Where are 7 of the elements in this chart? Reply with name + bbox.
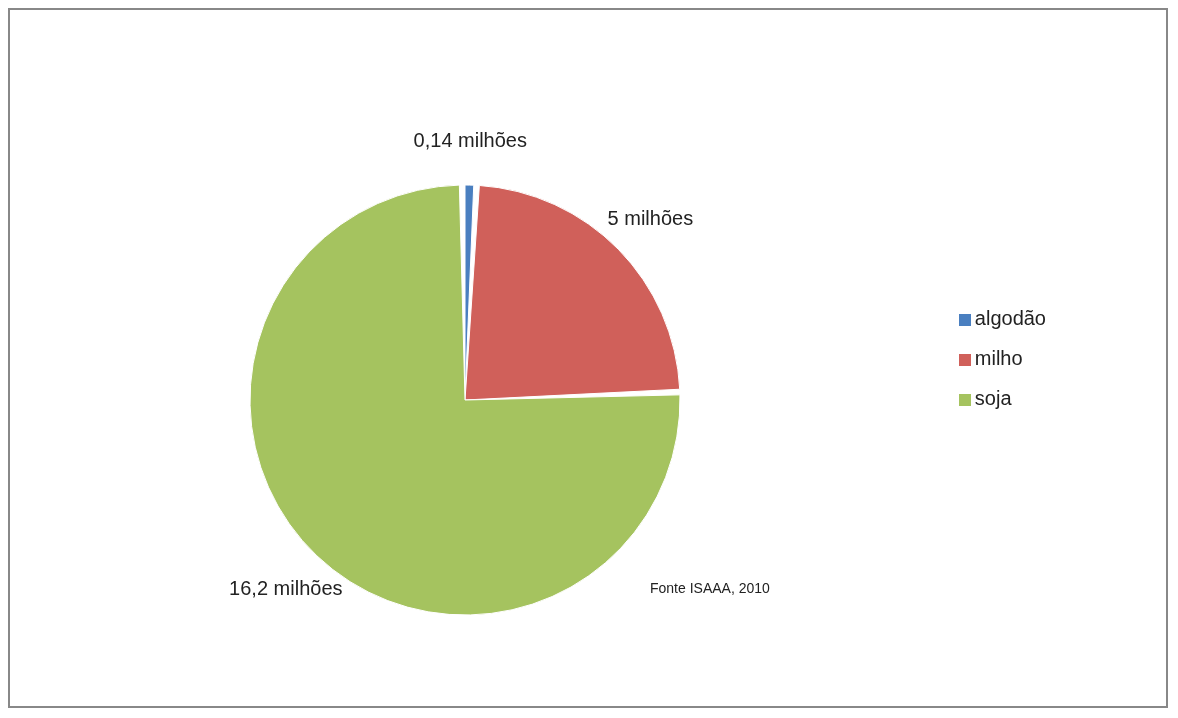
data-label: 16,2 milhões xyxy=(229,577,343,600)
legend-label: soja xyxy=(974,387,1012,409)
source-note: Fonte ISAAA, 2010 xyxy=(650,580,770,596)
legend-label: algodão xyxy=(974,307,1046,329)
data-label: 5 milhões xyxy=(607,206,694,229)
data-label: 0,14 milhões xyxy=(413,129,527,152)
legend-label: milho xyxy=(974,347,1023,369)
